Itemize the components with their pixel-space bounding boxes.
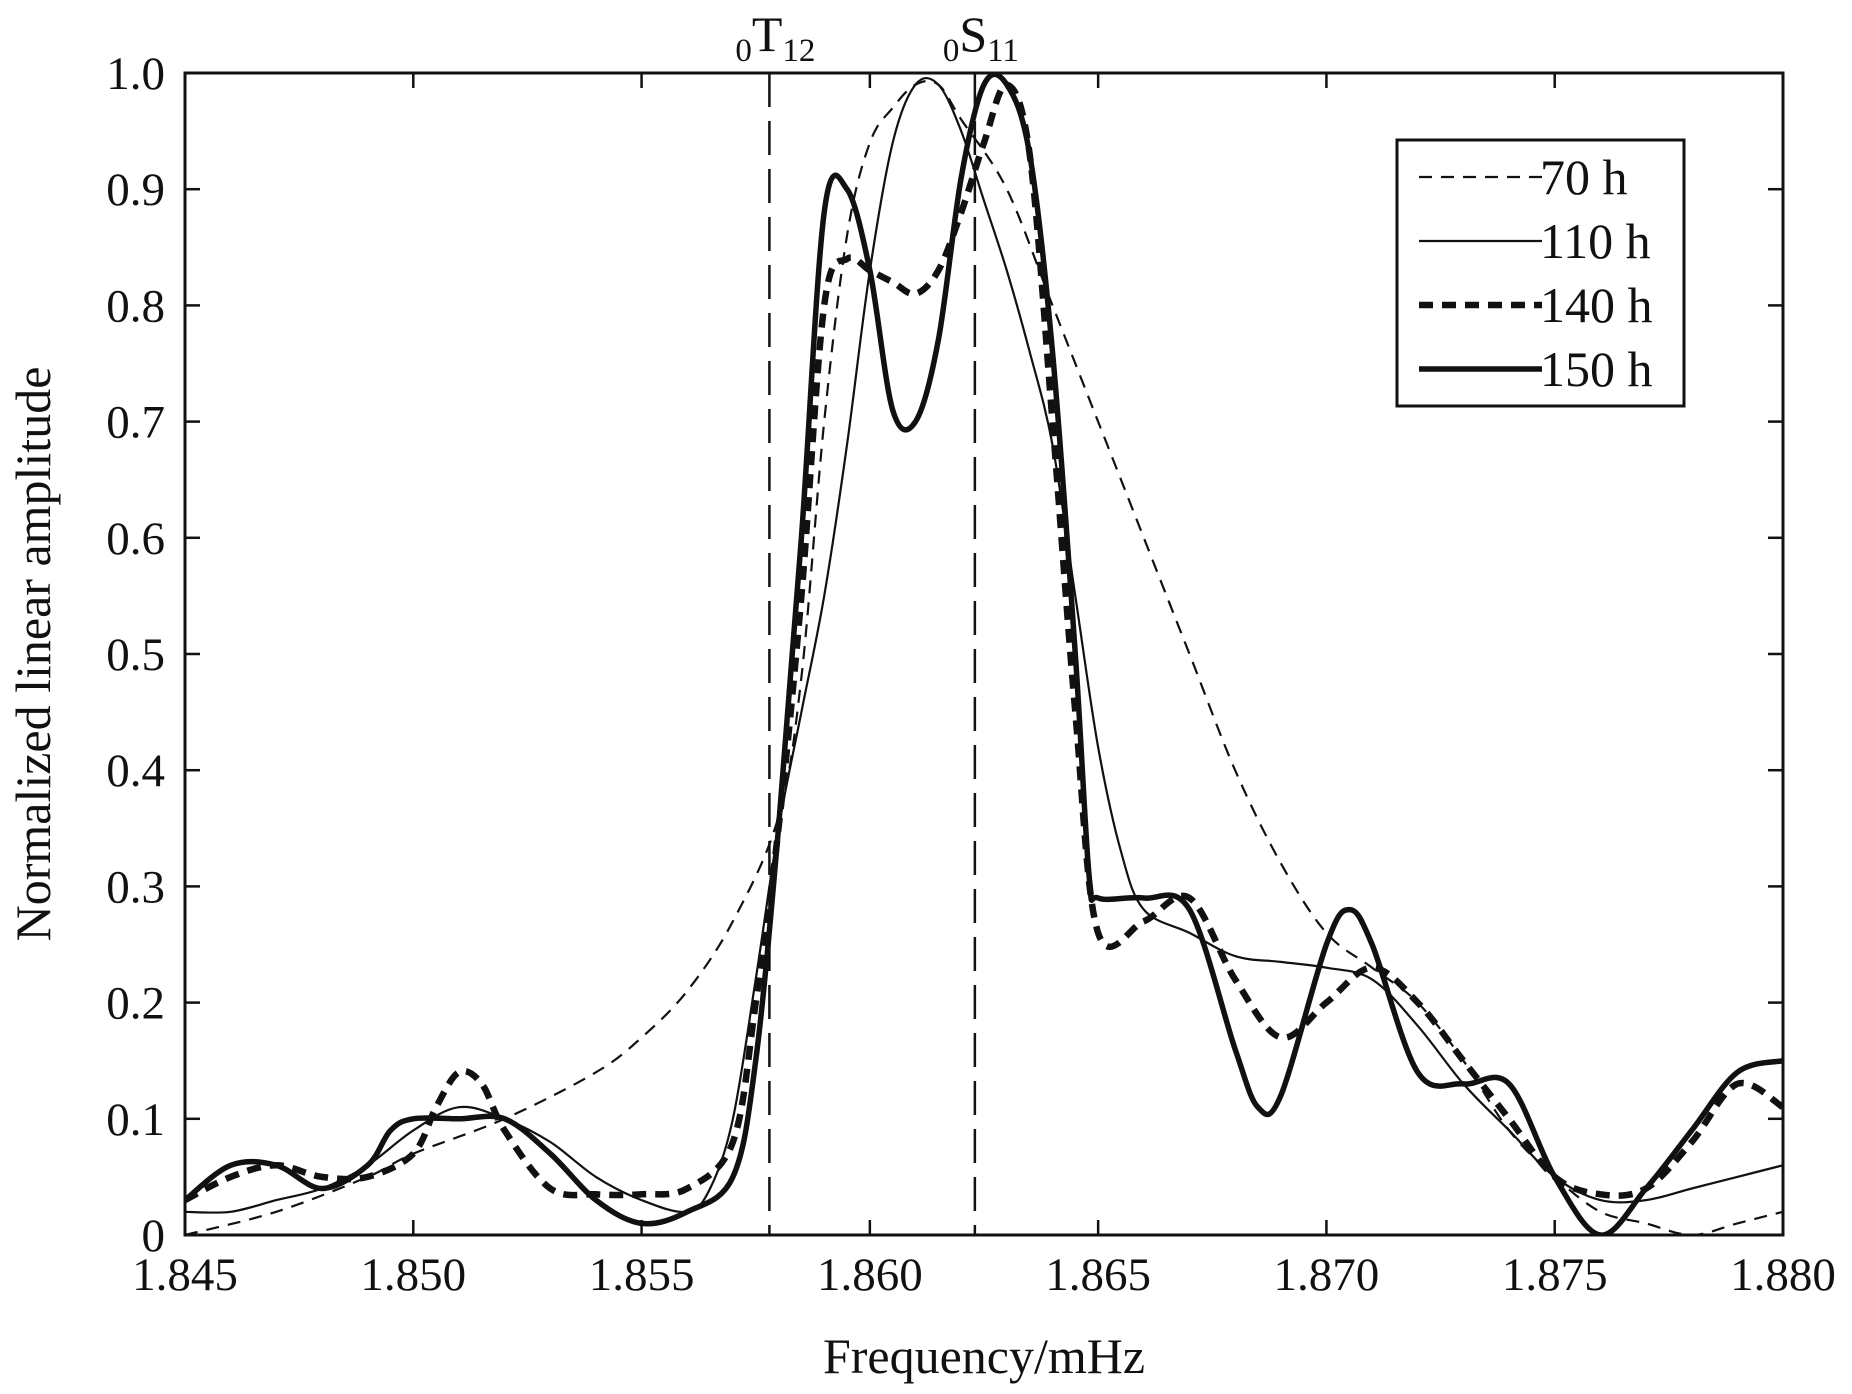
plot-area — [185, 73, 1783, 1235]
x-tick-label: 1.850 — [360, 1249, 466, 1301]
y-tick-label: 0.7 — [106, 397, 165, 449]
legend: 70 h 110 h 140 h 150 h — [1395, 138, 1686, 408]
ticks: 1.845 1.850 1.855 1.860 1.865 1.870 1.875 1.880… — [106, 48, 1836, 1301]
y-tick-label: 0.3 — [106, 861, 165, 913]
x-tick-label: 1.855 — [589, 1249, 695, 1301]
x-tick-label: 1.875 — [1502, 1249, 1608, 1301]
mode-markers: 0T12 0S11 — [735, 6, 1019, 1235]
x-axis-label: Frequency/mHz — [823, 1328, 1145, 1384]
y-tick-label: 0.4 — [106, 745, 165, 797]
mode-label: 0S11 — [943, 6, 1019, 69]
y-tick-label: 0.6 — [106, 513, 165, 565]
y-tick-label: 0 — [142, 1210, 166, 1262]
y-tick-label: 0.8 — [106, 280, 165, 332]
y-tick-label: 0.1 — [106, 1094, 165, 1146]
x-tick-label: 1.865 — [1045, 1249, 1151, 1301]
series-line-4 — [185, 73, 1783, 1235]
x-tick-label: 1.880 — [1730, 1249, 1836, 1301]
y-tick-label: 1.0 — [106, 48, 165, 100]
y-tick-label: 0.5 — [106, 629, 165, 681]
series-line-2 — [185, 76, 1783, 1214]
legend-box — [1395, 138, 1686, 408]
x-tick-label: 1.845 — [132, 1249, 238, 1301]
x-tick-label: 1.870 — [1274, 1249, 1380, 1301]
legend-label: 70 h — [1540, 149, 1628, 205]
legend-label: 140 h — [1540, 277, 1653, 333]
y-axis-label: Normalized linear amplitude — [5, 367, 61, 942]
x-tick-label: 1.860 — [817, 1249, 923, 1301]
y-tick-label: 0.9 — [106, 164, 165, 216]
mode-label: 0T12 — [735, 6, 815, 69]
legend-label: 150 h — [1540, 341, 1653, 397]
y-tick-label: 0.2 — [106, 978, 165, 1030]
legend-label: 110 h — [1540, 213, 1651, 269]
